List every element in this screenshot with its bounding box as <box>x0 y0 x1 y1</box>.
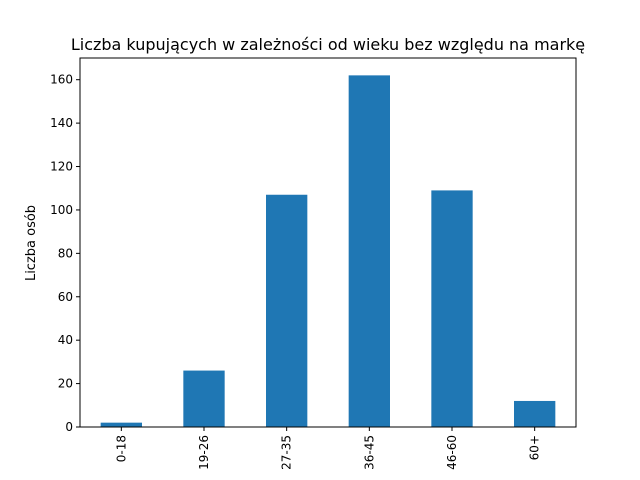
bar-36-45 <box>348 75 390 427</box>
y-tick-label: 140 <box>50 116 73 130</box>
y-tick-label: 80 <box>58 246 73 260</box>
y-axis-label: Liczba osób <box>24 205 39 281</box>
chart-title: Liczba kupujących w zależności od wieku … <box>71 35 585 54</box>
x-tick-label: 0-18 <box>114 435 128 462</box>
y-tick-label: 40 <box>58 333 73 347</box>
bar-27-35 <box>266 194 308 427</box>
y-tick-label: 100 <box>50 203 73 217</box>
y-tick-label: 0 <box>65 420 73 434</box>
bar-19-26 <box>183 370 225 427</box>
y-tick-label: 20 <box>58 377 73 391</box>
x-tick-label: 19-26 <box>197 435 211 470</box>
y-tick-label: 120 <box>50 160 73 174</box>
bar-0-18 <box>100 422 142 427</box>
bar-46-60 <box>431 190 473 427</box>
y-tick-label: 60 <box>58 290 73 304</box>
x-tick-label: 36-45 <box>362 435 376 470</box>
y-axis-ticks: 0 20 40 60 80 100 120 140 160 <box>50 73 80 434</box>
x-axis-ticks: 0-18 19-26 27-35 36-45 46-60 60+ <box>114 427 542 470</box>
bar-60+ <box>514 400 556 427</box>
x-tick-label: 60+ <box>528 435 542 460</box>
bars-group <box>100 75 556 427</box>
x-tick-label: 46-60 <box>445 435 459 470</box>
plot-frame <box>79 57 577 428</box>
y-tick-label: 160 <box>50 73 73 87</box>
x-tick-label: 27-35 <box>280 435 294 470</box>
